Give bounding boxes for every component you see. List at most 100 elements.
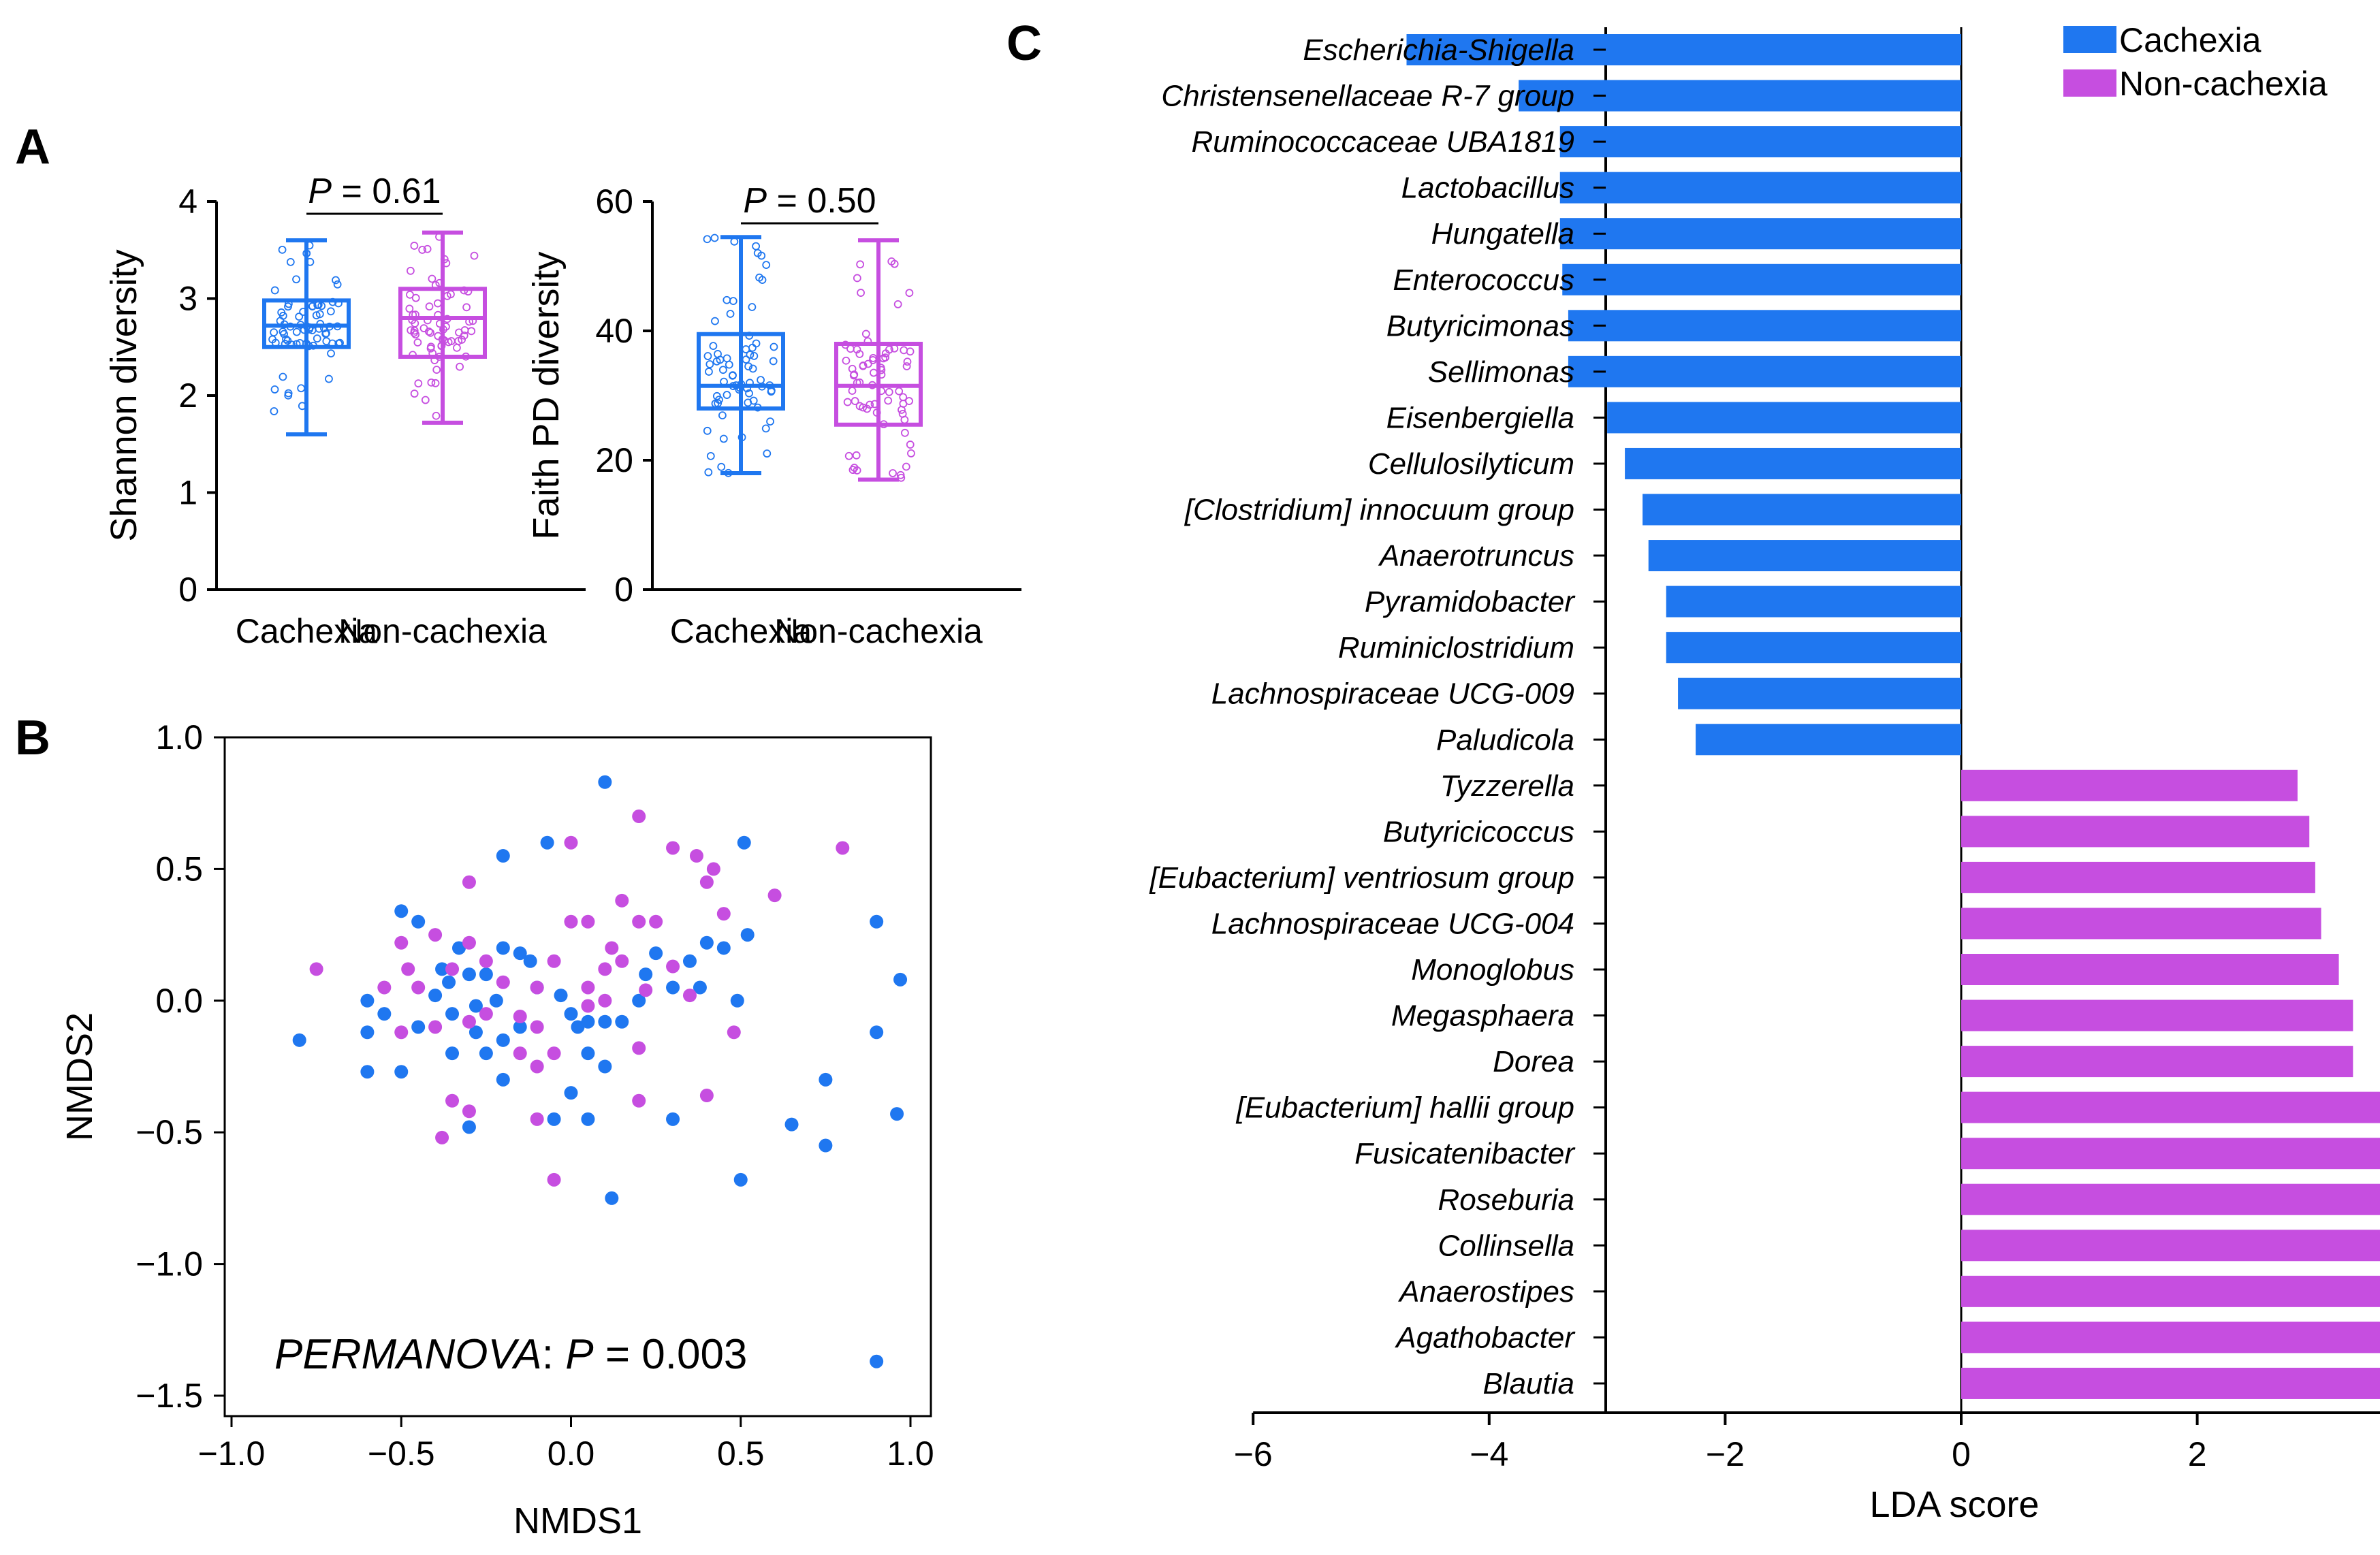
data-point (325, 374, 333, 383)
y-tick-label: 2 (178, 376, 197, 415)
data-point (705, 360, 714, 368)
scatter-point (309, 962, 323, 976)
data-point (726, 310, 735, 318)
data-point (746, 351, 755, 359)
scatter-point (547, 1172, 561, 1187)
data-point (284, 389, 293, 398)
data-point (270, 385, 279, 394)
data-point (295, 312, 304, 321)
scatter-point (564, 914, 578, 929)
scatter-point (870, 1354, 884, 1368)
scatter-point (605, 1191, 619, 1205)
genus-label: Butyricimonas (1386, 309, 1574, 342)
scatter-point (489, 993, 503, 1008)
y-tick-label: 0.0 (155, 982, 203, 1020)
scatter-point (377, 980, 392, 995)
data-point (421, 396, 430, 404)
data-point (409, 351, 417, 359)
data-point (717, 462, 726, 471)
scatter-point (428, 928, 443, 942)
y-tick-label: −1.0 (136, 1245, 203, 1283)
scatter-point (581, 980, 595, 995)
data-point (848, 387, 857, 395)
y-tick-label: −0.5 (136, 1113, 203, 1151)
data-point (424, 316, 432, 325)
legend-label: Non-cachexia (2119, 65, 2328, 103)
nmds-scatter-plot: −1.0 −0.5 0.0 0.5 1.0 −1.5 −1.0 −0.5 0.0 0.5 1.0 NM… (59, 718, 934, 1541)
data-point (292, 327, 301, 336)
data-point (317, 302, 326, 310)
scatter-point (581, 1046, 595, 1061)
scatter-point (632, 1041, 646, 1055)
p-value: = 0.61 (332, 172, 441, 211)
data-point (729, 382, 737, 390)
lda-bar (1961, 954, 2339, 985)
panel-label-a: A (15, 120, 50, 174)
scatter-point (462, 967, 476, 982)
scatter-point (666, 1112, 680, 1126)
lda-bar (1961, 908, 2321, 940)
data-point (411, 293, 420, 302)
data-point (438, 335, 447, 344)
scatter-point (870, 914, 884, 929)
data-point (905, 289, 914, 298)
data-point (889, 469, 897, 477)
scatter-point (394, 935, 409, 950)
lda-bar (1961, 769, 2298, 801)
data-point (763, 449, 772, 458)
data-point (853, 466, 861, 475)
scatter-point (605, 941, 619, 955)
scatter-point (428, 1020, 443, 1034)
scatter-point (639, 967, 653, 982)
data-point (465, 317, 473, 326)
genus-label: Collinsella (1438, 1229, 1574, 1262)
data-point (902, 362, 911, 370)
lda-bar (1607, 402, 1961, 434)
data-point (848, 364, 857, 373)
data-point (752, 242, 761, 251)
data-point (279, 372, 287, 381)
data-point (333, 322, 342, 331)
data-point (411, 319, 419, 327)
lda-bar (1559, 218, 1961, 250)
scatter-point (394, 1025, 409, 1040)
data-point (435, 319, 444, 328)
lda-bar (1961, 1230, 2380, 1262)
data-point (270, 407, 279, 415)
scatter-point (740, 928, 755, 942)
genus-label: Fusicatenibacter (1354, 1137, 1576, 1170)
x-tick-label: Non-cachexia (338, 612, 547, 650)
scatter-point (581, 1112, 595, 1126)
scatter-point (496, 1072, 510, 1087)
lda-bar (1568, 355, 1961, 387)
lda-bar (1562, 263, 1961, 295)
scatter-point (598, 775, 612, 789)
y-tick-label: 1.0 (155, 718, 203, 756)
data-point (743, 384, 751, 393)
scatter-point (451, 941, 466, 955)
data-point (868, 381, 876, 389)
data-point (435, 353, 443, 361)
data-point (305, 325, 313, 334)
lda-bar (1961, 1321, 2380, 1353)
data-point (297, 384, 306, 393)
lda-bar (1559, 126, 1961, 158)
scatter-point (394, 1065, 409, 1079)
data-point (469, 317, 477, 325)
data-point (766, 417, 774, 426)
data-point (426, 328, 434, 337)
scatter-point (530, 1112, 544, 1126)
data-point (853, 274, 861, 283)
scatter-point (682, 989, 697, 1003)
data-point (842, 356, 851, 365)
data-point (464, 287, 473, 296)
y-tick-label: 20 (595, 441, 633, 479)
genus-label: Hungatella (1431, 217, 1574, 251)
data-point (406, 266, 415, 275)
x-tick-label: 1.0 (887, 1434, 934, 1473)
data-point (906, 440, 915, 449)
data-point (885, 345, 893, 354)
y-tick-label: 0.5 (155, 850, 203, 888)
scatter-point (547, 954, 561, 968)
data-point (419, 324, 428, 333)
